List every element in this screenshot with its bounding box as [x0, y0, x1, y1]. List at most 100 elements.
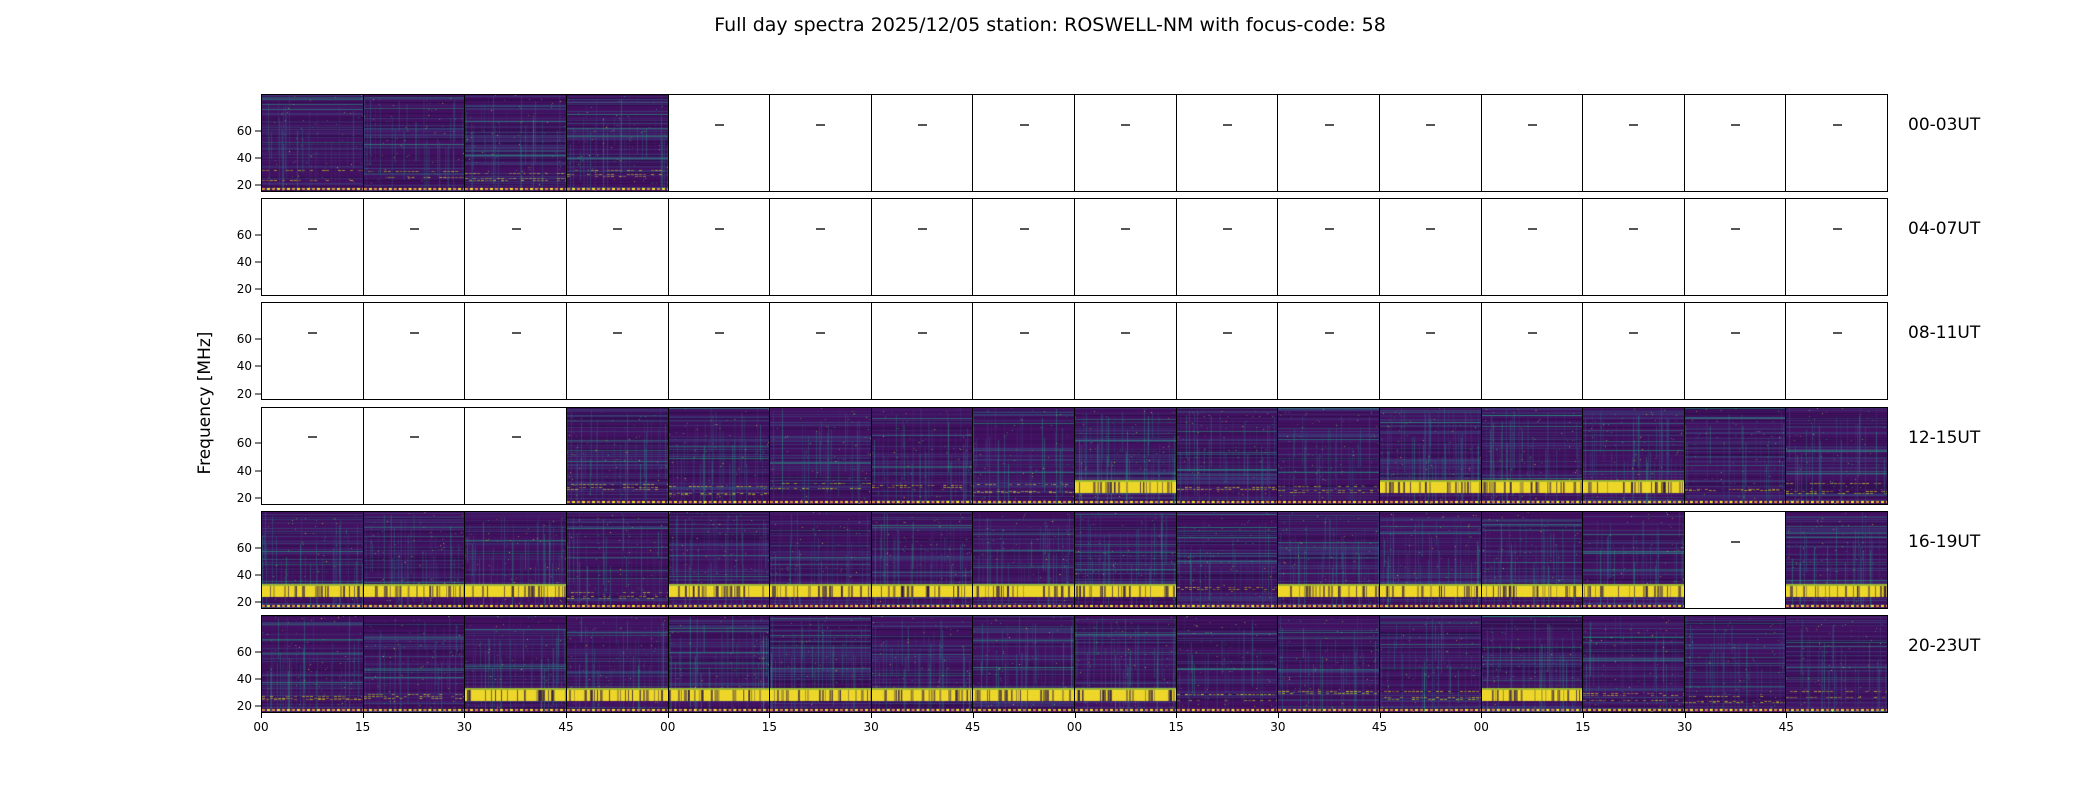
spectrogram-image	[465, 616, 566, 712]
no-data-tick	[1426, 227, 1436, 230]
x-tick-label: 45	[1371, 720, 1388, 734]
spectrogram-image	[465, 511, 566, 608]
y-tick-label: 60	[236, 540, 252, 555]
empty-segment	[566, 199, 669, 296]
spectrogram-segment	[1583, 407, 1685, 504]
y-tick-mark	[255, 157, 261, 159]
x-tick-label: 30	[1270, 720, 1286, 734]
spectrogram-image	[871, 616, 973, 712]
empty-segment	[262, 407, 364, 504]
no-data-tick	[511, 436, 521, 439]
spectrogram-image	[973, 511, 1074, 608]
spectrogram-image	[973, 616, 1074, 712]
empty-segment	[1278, 199, 1380, 296]
spectrogram-segment	[1379, 511, 1482, 608]
no-data-tick	[714, 123, 724, 126]
x-tick-label: 45	[965, 720, 981, 734]
x-tick-mark	[769, 713, 771, 718]
spectrogram-segment	[1684, 616, 1787, 712]
empty-segment	[1583, 95, 1685, 191]
y-tick-label: 40	[236, 463, 252, 478]
x-tick-mark	[972, 713, 974, 718]
row-label: 04-07UT	[1908, 219, 1981, 240]
spectrogram-image	[1075, 407, 1176, 504]
empty-segment	[1786, 199, 1887, 296]
no-data-tick	[714, 332, 724, 335]
spectrogram-segment	[1481, 616, 1584, 712]
no-data-tick	[308, 436, 318, 439]
y-tick-mark	[255, 705, 261, 707]
y-tick-mark	[255, 601, 261, 603]
spectra-row-08-11ut	[261, 302, 1888, 401]
spectrogram-image	[566, 616, 668, 712]
spectrogram-segment	[770, 511, 872, 608]
spectrogram-image	[566, 511, 668, 608]
x-tick-label: 30	[1676, 720, 1693, 734]
x-tick-label: 15	[1168, 720, 1184, 734]
no-data-tick	[816, 332, 826, 335]
spectrogram-segment	[1278, 511, 1380, 608]
empty-segment	[1583, 303, 1685, 400]
spectrogram-segment	[363, 511, 466, 608]
spectrogram-segment	[363, 95, 466, 191]
no-data-tick	[714, 227, 724, 230]
empty-segment	[668, 303, 771, 400]
spectra-row-04-07ut	[261, 198, 1888, 297]
x-tick-label: 30	[863, 720, 879, 734]
empty-segment	[1583, 199, 1685, 296]
empty-segment	[871, 199, 974, 296]
empty-segment	[668, 95, 771, 191]
no-data-tick	[918, 227, 928, 230]
spectrogram-segment	[566, 511, 669, 608]
spectrogram-segment	[1278, 616, 1380, 712]
spectra-row-20-23ut	[261, 615, 1888, 713]
empty-segment	[363, 303, 466, 400]
spectrogram-segment	[668, 407, 771, 504]
y-tick-label: 40	[236, 671, 252, 686]
spectrogram-image	[1583, 407, 1684, 504]
y-tick-mark	[255, 365, 261, 367]
spectrogram-image	[770, 407, 871, 504]
spectrogram-segment	[1481, 407, 1584, 504]
y-tick-mark	[255, 547, 261, 549]
spectrogram-image	[465, 95, 566, 191]
x-tick-label: 15	[1575, 720, 1591, 734]
empty-segment	[1684, 199, 1787, 296]
no-data-tick	[918, 332, 928, 335]
empty-segment	[1684, 303, 1787, 400]
spectrogram-image	[1786, 511, 1887, 608]
no-data-tick	[1629, 123, 1639, 126]
no-data-tick	[613, 227, 623, 230]
y-tick-label: 20	[236, 282, 252, 297]
empty-segment	[1684, 511, 1787, 608]
spectrogram-segment	[1075, 407, 1177, 504]
no-data-tick	[1426, 123, 1436, 126]
empty-segment	[262, 199, 364, 296]
spectrogram-segment	[566, 407, 669, 504]
empty-segment	[262, 303, 364, 400]
x-tick-mark	[1379, 713, 1381, 718]
x-tick-label: 15	[355, 720, 371, 734]
spectrogram-segment	[1481, 511, 1584, 608]
y-tick-label: 20	[236, 386, 252, 401]
spectrogram-image	[1583, 511, 1684, 608]
spectrogram-segment	[262, 616, 364, 712]
no-data-tick	[1019, 227, 1029, 230]
spectrogram-image	[1278, 616, 1379, 712]
no-data-tick	[1731, 332, 1741, 335]
spectrogram-segment	[1379, 616, 1482, 712]
empty-segment	[1278, 95, 1380, 191]
spectrogram-image	[262, 95, 363, 191]
y-tick-mark	[255, 130, 261, 132]
spectrogram-segment	[973, 407, 1075, 504]
y-tick-mark	[255, 234, 261, 236]
row-label: 12-15UT	[1908, 427, 1981, 448]
spectrogram-segment	[1278, 407, 1380, 504]
spectrogram-image	[1786, 407, 1887, 504]
no-data-tick	[816, 123, 826, 126]
y-tick-mark	[255, 338, 261, 340]
spectrogram-image	[1481, 511, 1583, 608]
x-tick-label: 00	[253, 720, 269, 734]
